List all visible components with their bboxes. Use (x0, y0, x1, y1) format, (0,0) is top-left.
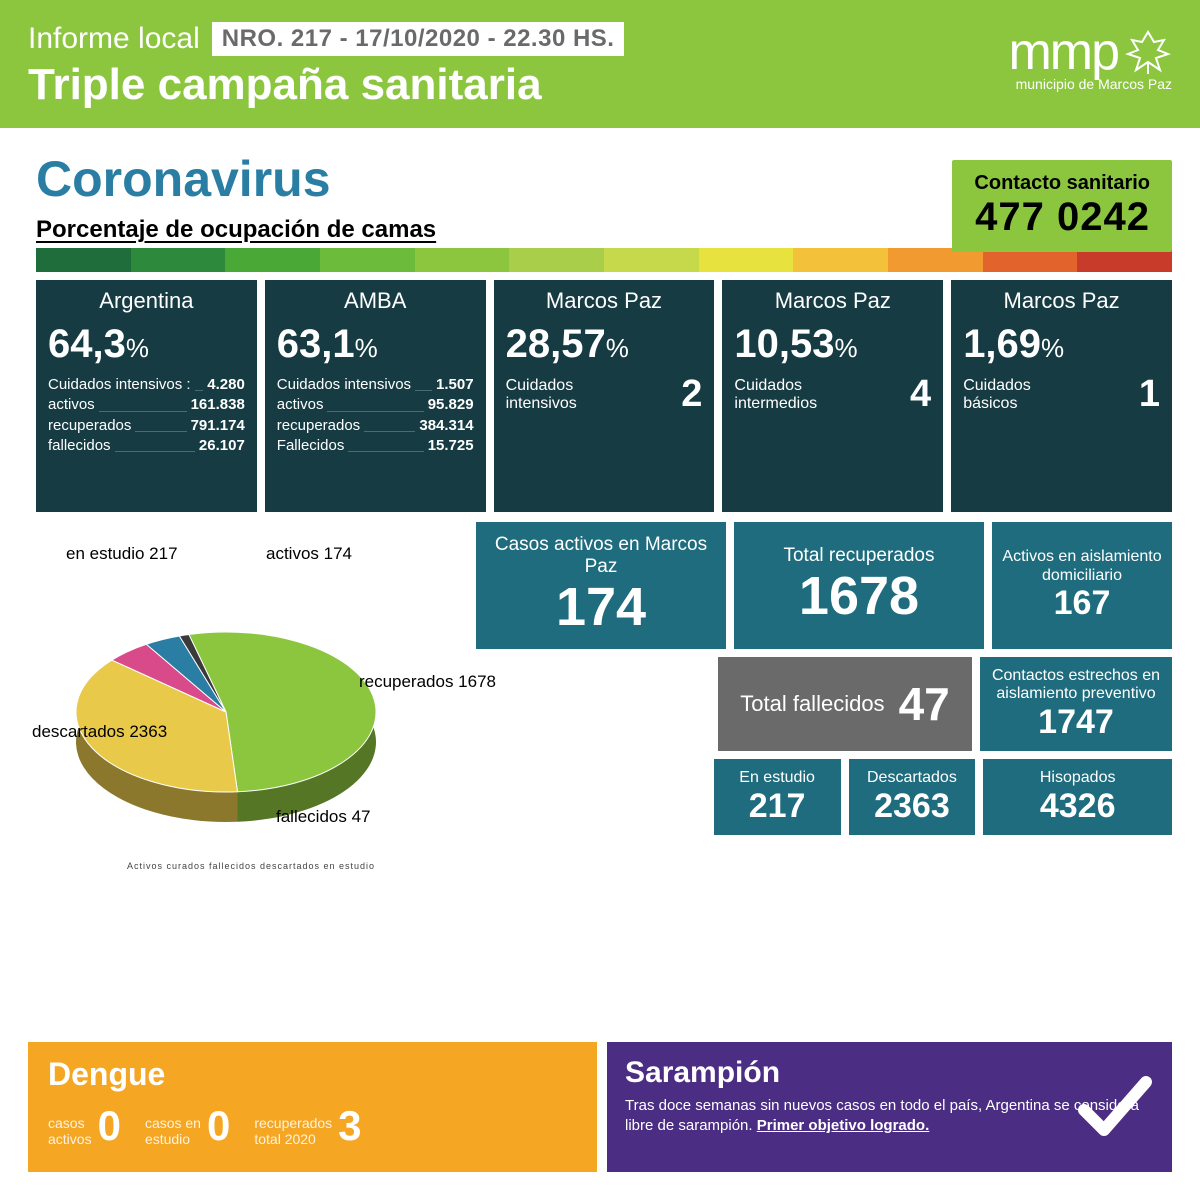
occupancy-card: AMBA 63,1%Cuidados intensivos1.507activo… (265, 280, 486, 512)
stat-value: 217 (720, 788, 835, 825)
logo-text: mmp (1008, 22, 1118, 82)
stat-value: 174 (484, 578, 718, 637)
stat-label: Descartados (855, 769, 970, 787)
contact-number: 477 0242 (974, 195, 1150, 240)
logo-subtitle: municipio de Marcos Paz (1008, 76, 1172, 92)
stats-row-2: Total fallecidos 47 Contactos estrechos … (476, 657, 1172, 751)
stat-value: 4326 (989, 788, 1166, 825)
sarampion-bold: Primer objetivo logrado. (757, 1117, 930, 1134)
occupancy-card: Marcos Paz 1,69%Cuidadosbásicos1 (951, 280, 1172, 512)
stat-label: En estudio (720, 769, 835, 787)
stat-en-estudio: En estudio 217 (714, 759, 841, 835)
dengue-title: Dengue (48, 1056, 577, 1093)
informe-text: Informe local (28, 22, 200, 56)
stat-value: 1747 (986, 704, 1166, 741)
stat-label: Activos en aislamiento domiciliario (998, 548, 1166, 585)
dengue-stats: casosactivos0 casos enestudio0 recuperados… (48, 1105, 577, 1147)
pie-label-descartados: descartados 2363 (32, 722, 167, 742)
stat-value: 47 (899, 679, 950, 730)
stat-value: 2363 (855, 788, 970, 825)
dengue-box: Dengue casosactivos0 casos enestudio0 recu… (28, 1042, 597, 1172)
sarampion-box: Sarampión Tras doce semanas sin nuevos c… (607, 1042, 1172, 1172)
contact-label: Contacto sanitario (974, 172, 1150, 195)
dengue-item: recuperadostotal 20203 (254, 1105, 361, 1147)
informe-line: Informe local NRO. 217 - 17/10/2020 - 22… (28, 22, 1008, 56)
pie-label-fallecidos: fallecidos 47 (276, 807, 371, 827)
footer-row: Dengue casosactivos0 casos enestudio0 recu… (28, 1042, 1172, 1172)
occupancy-card: Argentina 64,3%Cuidados intensivos :4.28… (36, 280, 257, 512)
contact-box: Contacto sanitario 477 0242 (952, 160, 1172, 252)
pie-label-recuperados: recuperados 1678 (359, 672, 496, 692)
stats-row-1: Casos activos en Marcos Paz 174 Total re… (476, 522, 1172, 649)
mid-section: en estudio 217 activos 174 recuperados 1… (36, 522, 1172, 871)
report-number-badge: NRO. 217 - 17/10/2020 - 22.30 HS. (212, 22, 625, 56)
stat-label: Casos activos en Marcos Paz (484, 534, 718, 578)
stat-total-fallecidos: Total fallecidos 47 (718, 657, 972, 751)
pie-chart-zone: en estudio 217 activos 174 recuperados 1… (36, 522, 466, 871)
stat-contactos-estrechos: Contactos estrechos en aislamiento preve… (980, 657, 1172, 751)
stat-label: Total recuperados (742, 545, 976, 567)
header-bar: Informe local NRO. 217 - 17/10/2020 - 22… (0, 0, 1200, 128)
stat-hisopados: Hisopados 4326 (983, 759, 1172, 835)
stat-label: Total fallecidos (740, 692, 884, 716)
campaign-title: Triple campaña sanitaria (28, 60, 1008, 110)
stat-descartados: Descartados 2363 (849, 759, 976, 835)
stats-row-3: En estudio 217 Descartados 2363 Hisopado… (476, 759, 1172, 835)
occupancy-cards-row: Argentina 64,3%Cuidados intensivos :4.28… (36, 280, 1172, 512)
logo-block: mmp municipio de Marcos Paz (1008, 22, 1172, 92)
dengue-item: casosactivos0 (48, 1105, 121, 1147)
stat-label: Hisopados (989, 769, 1166, 787)
dengue-item: casos enestudio0 (145, 1105, 230, 1147)
stat-aislamiento-dom: Activos en aislamiento domiciliario 167 (992, 522, 1172, 649)
stat-value: 1678 (742, 567, 976, 626)
leaf-icon (1124, 28, 1172, 76)
stat-total-recuperados: Total recuperados 1678 (734, 522, 984, 649)
occupancy-card: Marcos Paz 10,53%Cuidadosintermedios4 (722, 280, 943, 512)
occupancy-card: Marcos Paz 28,57%Cuidadosintensivos2 (494, 280, 715, 512)
header-left: Informe local NRO. 217 - 17/10/2020 - 22… (28, 22, 1008, 110)
stats-zone: Casos activos en Marcos Paz 174 Total re… (476, 522, 1172, 871)
pie-label-activos: activos 174 (266, 544, 352, 564)
stat-casos-activos: Casos activos en Marcos Paz 174 (476, 522, 726, 649)
stat-value: 167 (998, 585, 1166, 622)
stat-label: Contactos estrechos en aislamiento preve… (986, 667, 1166, 704)
pie-label-en-estudio: en estudio 217 (66, 544, 178, 564)
pie-chart (36, 552, 456, 852)
pie-legend-tiny: Activos curados fallecidos descartados e… (36, 861, 466, 871)
checkmark-icon (1074, 1072, 1154, 1142)
